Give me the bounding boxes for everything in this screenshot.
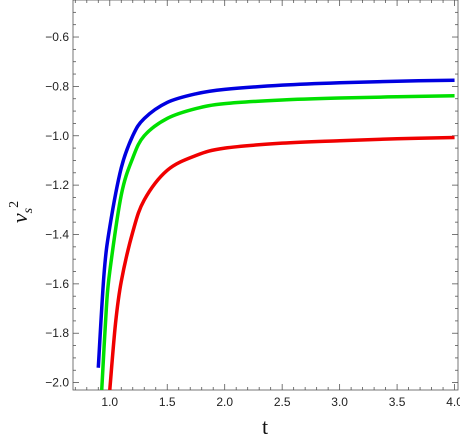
x-tick-label: 1.5 (159, 395, 176, 409)
x-tick-label: 3.5 (389, 395, 406, 409)
series-line-0 (96, 78, 455, 368)
x-tick-label: 2.5 (274, 395, 291, 409)
series-group (96, 78, 455, 390)
y-tick-label: −1.4 (45, 227, 69, 241)
y-tick-label: −2.0 (45, 376, 69, 390)
series-line-2 (108, 135, 455, 390)
y-axis-title: vs2 (7, 201, 36, 223)
y-axis-title-subscript: s (21, 207, 36, 213)
series-line-1 (99, 94, 455, 390)
x-tick-label: 1.0 (101, 395, 118, 409)
y-axis-title-base: v (7, 213, 32, 223)
y-tick-label: −1.6 (45, 277, 69, 291)
y-tick-label: −0.8 (45, 79, 69, 93)
x-tick-label: 3.0 (331, 395, 348, 409)
plot-frame (72, 0, 459, 391)
x-tick-label: 4.0 (446, 395, 460, 409)
x-tick-label: 2.0 (216, 395, 233, 409)
y-tick-label: −1.8 (45, 326, 69, 340)
y-tick-label: −0.6 (45, 30, 69, 44)
y-tick-labels: −0.6 −0.8 −1.0 −1.2 −1.4 −1.6 −1.8 −2.0 (45, 30, 69, 390)
y-tick-label: −1.2 (45, 178, 69, 192)
x-tick-labels: 1.0 1.5 2.0 2.5 3.0 3.5 4.0 (101, 395, 460, 409)
y-axis-title-superscript: 2 (7, 201, 22, 208)
x-axis-title: t (262, 414, 268, 438)
tick-marks (73, 0, 458, 390)
y-tick-label: −1.0 (45, 129, 69, 143)
